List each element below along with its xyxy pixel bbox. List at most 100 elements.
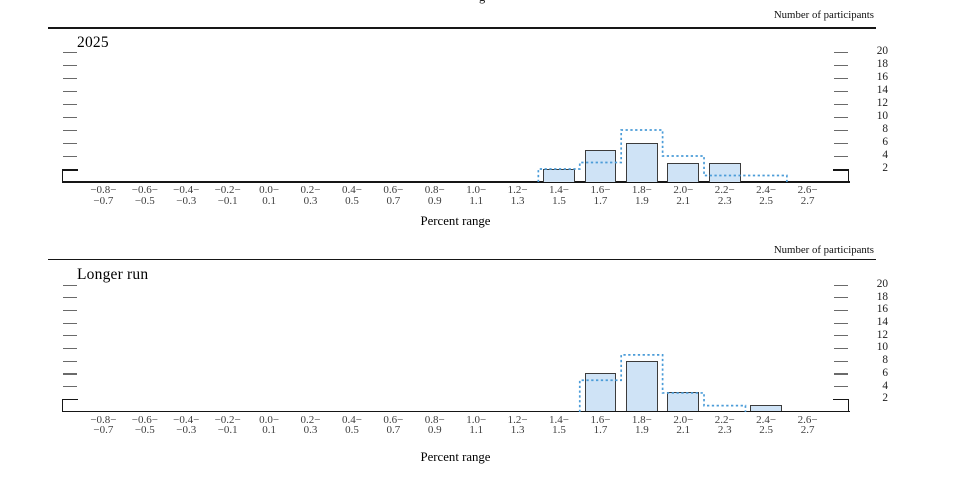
- x-bin-label: 0.2− 0.3: [300, 184, 321, 207]
- x-bin-label: 2.2− 2.3: [714, 184, 735, 207]
- x-bin-label: −0.2− −0.1: [214, 184, 241, 207]
- x-bin-label: 2.6− 2.7: [797, 413, 818, 437]
- left-y-tick: [62, 348, 77, 350]
- y-tick-label: 2: [882, 162, 888, 175]
- left-y-tick: [62, 65, 77, 67]
- y-tick-label: 14: [876, 316, 888, 328]
- left-y-tick: [62, 78, 77, 80]
- tick-2: [62, 169, 78, 171]
- x-bin-label: 1.2− 1.3: [507, 184, 528, 207]
- histogram-bar: [625, 143, 658, 182]
- right-axis-corner: [847, 398, 849, 412]
- left-y-tick: [62, 117, 77, 119]
- x-bin-label: 2.0− 2.1: [673, 184, 694, 207]
- left-y-tick: [62, 284, 77, 286]
- right-y-tick: [834, 104, 848, 106]
- y-tick-label: 8: [882, 354, 888, 367]
- x-axis-line: [61, 181, 850, 183]
- x-bin-label: 0.8− 0.9: [424, 184, 445, 207]
- y-tick-label: 20: [876, 277, 888, 290]
- x-bin-label: 1.8− 1.9: [631, 184, 652, 207]
- x-bin-label: 2.0− 2.1: [673, 413, 694, 437]
- left-axis-corner: [61, 169, 63, 182]
- left-y-tick: [62, 322, 77, 324]
- y-tick-label: 2: [882, 392, 888, 405]
- right-y-tick: [834, 284, 848, 286]
- right-y-tick: [834, 143, 848, 145]
- right-y-tick: [834, 297, 848, 299]
- x-bin-label: −0.6− −0.5: [131, 413, 158, 437]
- x-bin-label: −0.8− −0.7: [90, 413, 117, 437]
- y-tick-label: 10: [876, 110, 888, 123]
- panel-title: 2025: [77, 33, 109, 51]
- x-bin-label: −0.4− −0.3: [173, 184, 200, 207]
- previous-projection-dashed-outline: [537, 129, 788, 182]
- left-y-tick: [62, 360, 77, 362]
- x-bin-label: 0.4− 0.5: [341, 184, 362, 207]
- right-axis-corner: [847, 169, 849, 182]
- x-bin-label: −0.2− −0.1: [214, 413, 241, 437]
- x-bin-label: 1.0− 1.1: [466, 184, 487, 207]
- left-y-tick: [62, 130, 77, 132]
- x-bin-label: 0.6− 0.7: [383, 184, 404, 207]
- left-y-tick: [62, 297, 77, 299]
- left-y-tick: [62, 386, 77, 388]
- x-bin-label: 2.4− 2.5: [756, 184, 777, 207]
- x-bin-label: 1.0− 1.1: [466, 413, 487, 437]
- tick-2: [62, 398, 78, 401]
- right-y-tick: [834, 65, 848, 67]
- y-tick-label: 18: [876, 58, 888, 71]
- x-bin-label: 0.0− 0.1: [259, 413, 280, 437]
- tick-2: [833, 398, 849, 401]
- y-tick-label: 6: [882, 366, 888, 379]
- right-y-tick: [834, 78, 848, 80]
- y-tick-label: 16: [876, 303, 888, 316]
- y-tick-label: 16: [876, 71, 888, 84]
- x-axis-line: [61, 410, 850, 413]
- y-tick-label: 10: [876, 341, 888, 354]
- histogram-bar: [667, 162, 700, 182]
- right-y-tick: [834, 360, 848, 362]
- histogram-bar: [708, 162, 741, 182]
- left-y-tick: [62, 335, 77, 337]
- right-y-tick: [834, 130, 848, 132]
- cropped-letter: g: [479, 0, 485, 4]
- tick-2: [833, 169, 849, 171]
- right-y-tick: [834, 91, 848, 93]
- x-bin-label: −0.8− −0.7: [90, 184, 117, 207]
- right-y-tick: [834, 117, 848, 119]
- y-tick-label: 6: [882, 136, 888, 149]
- x-bin-label: 1.6− 1.7: [590, 184, 611, 207]
- y-tick-label: 8: [882, 123, 888, 136]
- left-axis-corner: [61, 398, 63, 412]
- left-y-tick: [62, 104, 77, 106]
- right-y-tick: [834, 335, 848, 337]
- x-bin-label: 1.8− 1.9: [631, 413, 652, 437]
- right-y-tick: [834, 309, 848, 312]
- y-tick-label: 12: [876, 328, 888, 341]
- left-y-tick: [62, 373, 77, 375]
- histogram-bar: [625, 360, 658, 412]
- right-y-tick: [834, 156, 848, 158]
- y-tick-label: 20: [876, 45, 888, 58]
- histogram-bar: [584, 149, 617, 182]
- y-tick-label: 14: [876, 84, 888, 97]
- y-axis-title: Number of participants: [773, 244, 874, 256]
- x-bin-label: 0.0− 0.1: [259, 184, 280, 207]
- y-tick-label: 18: [876, 290, 888, 303]
- x-bin-label: 2.6− 2.7: [797, 184, 818, 207]
- y-tick-label: 12: [876, 97, 888, 110]
- x-bin-label: 1.2− 1.3: [507, 413, 528, 437]
- x-bin-label: 2.4− 2.5: [756, 413, 777, 437]
- y-axis-title: Number of participants: [773, 8, 874, 21]
- x-bin-label: 0.2− 0.3: [300, 413, 321, 437]
- x-bin-label: −0.4− −0.3: [173, 413, 200, 437]
- previous-projection-dashed-outline: [578, 353, 747, 412]
- left-y-tick: [62, 143, 77, 145]
- right-y-tick: [834, 348, 848, 350]
- histogram-bar: [750, 405, 783, 412]
- panel-title: Longer run: [77, 265, 149, 283]
